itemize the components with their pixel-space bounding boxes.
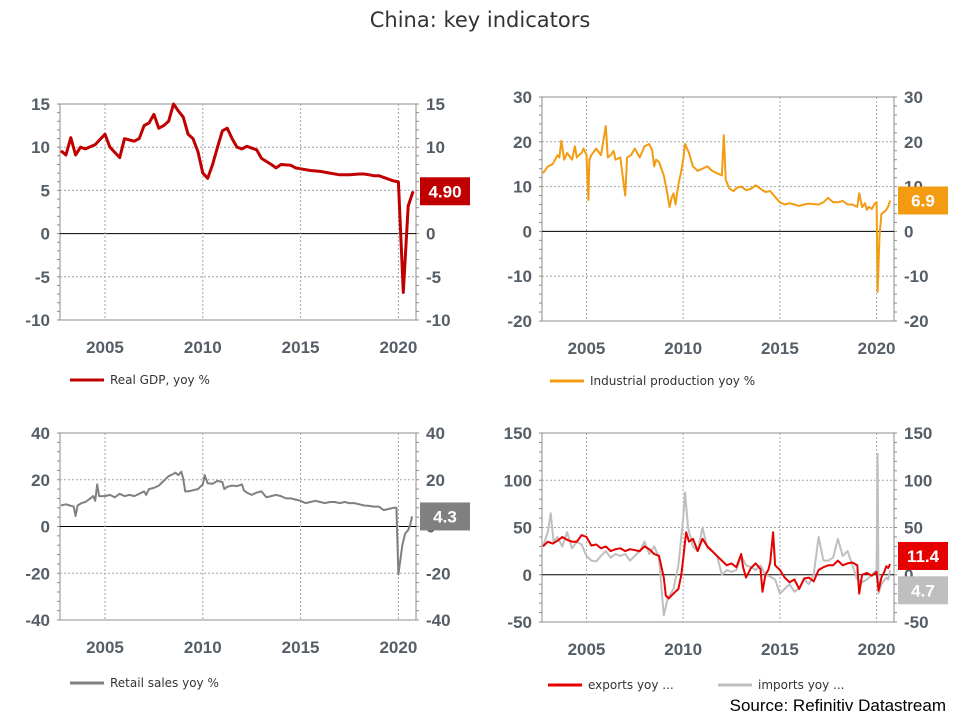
chart-panel-0: 151510105500-5-5-10-1020052010201520204.… [25,95,470,387]
y-tick-label-left: 10 [513,178,532,197]
y-tick-label-right: -20 [904,312,929,331]
y-tick-label-left: 30 [513,88,532,107]
x-tick-label: 2010 [184,638,222,657]
y-tick-label-left: -20 [507,312,532,331]
last-value-box [898,186,948,215]
y-tick-label-right: 50 [904,519,923,538]
source-note: Source: Refinitiv Datastream [729,696,946,715]
y-tick-label-left: 50 [513,519,532,538]
y-tick-label-left: -10 [507,267,532,286]
y-tick-label-left: -50 [507,613,532,632]
last-value-label: 4.7 [911,581,935,600]
series-line-0 [60,470,414,576]
last-value-box [898,576,948,605]
y-tick-label-right: -10 [904,267,929,286]
y-tick-label-left: 0 [523,222,532,241]
y-tick-label-left: 20 [31,471,50,490]
y-tick-label-right: 40 [426,424,445,443]
last-value-label: 4.3 [433,507,457,526]
plot-frame [59,103,417,321]
chart-panel-1: 30302020101000-10-10-20-2020052010201520… [507,88,948,388]
y-tick-label-right: -40 [426,611,451,630]
y-tick-label-right: -10 [426,311,451,330]
y-tick-label-left: -40 [25,611,50,630]
y-tick-label-right: 30 [904,88,923,107]
y-tick-label-right: 20 [904,133,923,152]
x-tick-label: 2020 [379,638,417,657]
legend-label: Industrial production yoy % [590,374,755,388]
y-tick-label-left: 10 [31,138,50,157]
x-tick-label: 2010 [184,338,222,357]
y-tick-label-left: -10 [25,311,50,330]
chart-panel-2: 4040202000-20-20-40-4020052010201520204.… [25,424,470,690]
y-tick-label-left: 0 [523,566,532,585]
y-tick-label-right: -5 [426,268,441,287]
x-tick-label: 2015 [761,339,799,358]
y-tick-label-right: 100 [904,471,932,490]
y-tick-label-left: -20 [25,564,50,583]
legend-label: Real GDP, yoy % [110,373,210,387]
x-tick-label: 2010 [664,640,702,659]
legend-label: imports yoy ... [758,678,845,692]
y-tick-label-left: 20 [513,133,532,152]
chart-panel-3: 150 150 100 100 50 50 0 0 -50 -50 2005 2010 2015 2020… [504,424,948,692]
y-tick-label-right: 15 [426,95,445,114]
x-tick-label: 2015 [282,338,320,357]
y-tick-label-right: 0 [904,222,913,241]
series-line-1 [542,452,892,617]
x-tick-label: 2005 [568,640,606,659]
x-tick-label: 2010 [664,339,702,358]
last-value-label: 11.4 [907,547,940,566]
y-tick-label-right: 10 [426,138,445,157]
x-tick-label: 2005 [568,339,606,358]
x-tick-label: 2020 [858,640,896,659]
x-tick-label: 2015 [761,640,799,659]
y-tick-label-right: -50 [904,613,929,632]
x-tick-label: 2020 [379,338,417,357]
plot-frame [541,96,895,322]
x-tick-label: 2005 [86,338,124,357]
y-tick-label-right: 0 [904,566,913,585]
series-line-0 [542,125,892,293]
series-line-0 [542,531,892,600]
x-tick-label: 2015 [282,638,320,657]
last-value-label: 4.90 [428,182,461,201]
last-value-box [898,541,948,570]
y-tick-label-right: 20 [426,471,445,490]
legend-label: exports yoy ... [588,678,674,692]
page-title: China: key indicators [369,8,591,32]
last-value-box [420,177,470,206]
legend-label: Retail sales yoy % [110,676,219,690]
x-tick-label: 2020 [858,339,896,358]
y-tick-label-right: -20 [426,564,451,583]
y-tick-label-right: 0 [426,225,435,244]
series-line-0 [60,102,415,294]
last-value-box [420,502,470,531]
y-tick-label-left: -5 [35,268,50,287]
y-tick-label-left: 5 [41,181,50,200]
x-tick-label: 2005 [86,638,124,657]
y-tick-label-left: 150 [504,424,532,443]
y-tick-label-left: 15 [31,95,50,114]
last-value-label: 6.9 [911,191,935,210]
y-tick-label-left: 0 [41,225,50,244]
y-tick-label-left: 40 [31,424,50,443]
y-tick-label-left: 0 [41,518,50,537]
y-tick-label-right: 150 [904,424,932,443]
y-tick-label-left: 100 [504,471,532,490]
